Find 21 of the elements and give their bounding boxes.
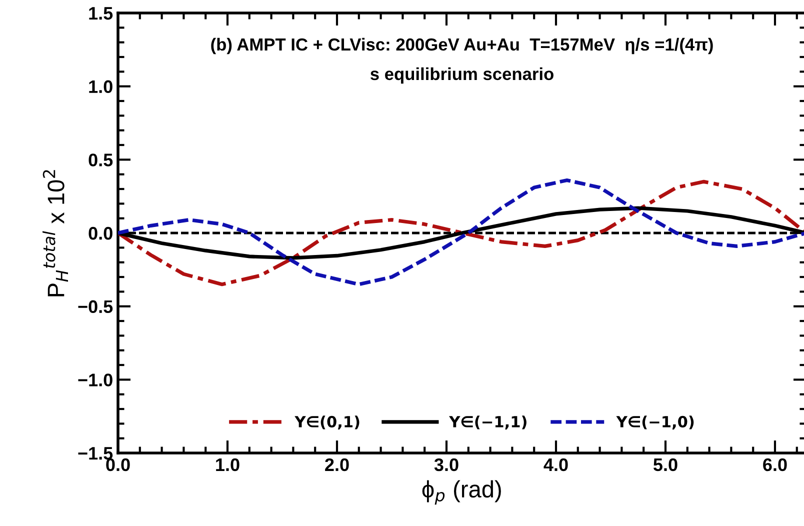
x-tick-label: 6.0: [763, 458, 787, 472]
x-tick-label: 4.0: [544, 458, 568, 472]
text: s equilibrium scenario: [370, 67, 554, 84]
legend-label: Y∈(−1,0): [616, 416, 694, 430]
y-tick-label: −1.5: [78, 447, 113, 460]
y-tick-label: −0.5: [78, 300, 113, 314]
y-tick-label: 1.0: [89, 80, 112, 94]
legend-label: Y∈(0,1): [294, 416, 360, 430]
y-axis-title: P$_{H}$$^{total}$ x 10$^{2}$: [42, 170, 68, 296]
legend-label: Y∈(−1,1): [449, 416, 526, 430]
x-tick-label: 5.0: [654, 458, 678, 472]
x-axis-title: ϕ$_{p}$ (rad): [422, 480, 501, 505]
text: (b) AMPT IC + CLVisc: 200GeV Au+Au T=157MeV η/s =1/(4π): [211, 38, 713, 54]
x-tick-label: 2.0: [325, 458, 349, 472]
y-tick-label: 0.0: [88, 226, 112, 240]
x-tick-label: 3.0: [434, 458, 458, 472]
x-tick-label: 0.0: [106, 458, 130, 472]
y-tick-label: −1.0: [78, 374, 112, 386]
y-tick-label: 0.5: [88, 154, 113, 166]
y-tick-label: 1.5: [89, 7, 113, 20]
x-tick-label: 1.0: [216, 458, 240, 472]
